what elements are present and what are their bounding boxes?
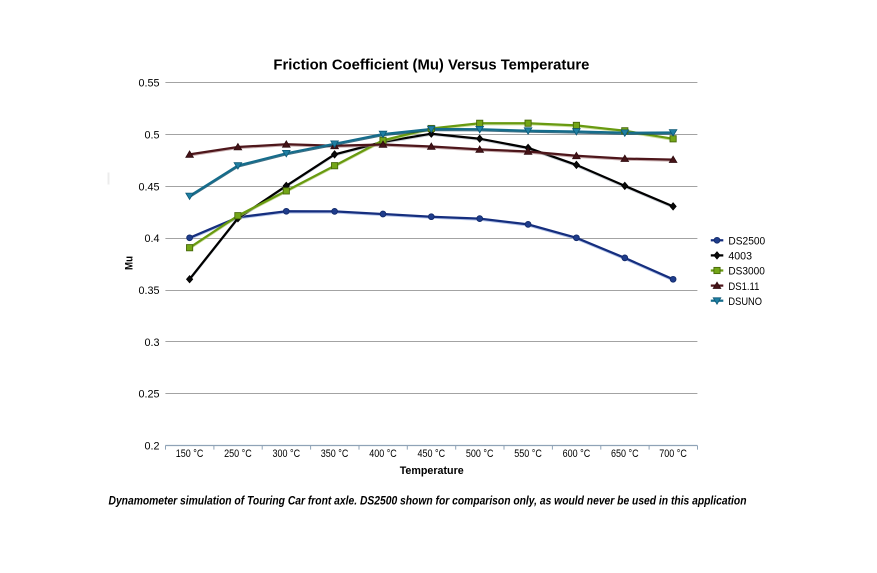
svg-text:0.35: 0.35 — [138, 285, 159, 297]
svg-text:DS3000: DS3000 — [728, 266, 765, 278]
svg-text:0.5: 0.5 — [144, 130, 159, 142]
svg-text:DS2500: DS2500 — [728, 236, 765, 248]
svg-text:600 °C: 600 °C — [563, 448, 591, 460]
svg-text:450 °C: 450 °C — [418, 448, 446, 460]
svg-text:400 °C: 400 °C — [369, 448, 397, 460]
svg-text:0.25: 0.25 — [138, 389, 159, 401]
svg-text:DS1.11: DS1.11 — [728, 281, 759, 293]
svg-text:500 °C: 500 °C — [466, 448, 494, 460]
svg-text:350 °C: 350 °C — [321, 448, 349, 460]
svg-text:4003: 4003 — [728, 251, 752, 263]
svg-text:DSUNO: DSUNO — [728, 296, 762, 308]
svg-text:300 °C: 300 °C — [273, 448, 301, 460]
svg-text:Mu: Mu — [124, 256, 136, 270]
svg-text:550 °C: 550 °C — [514, 448, 542, 460]
svg-text:0.45: 0.45 — [138, 181, 159, 193]
svg-text:250 °C: 250 °C — [224, 448, 252, 460]
svg-text:650 °C: 650 °C — [611, 448, 639, 460]
svg-text:Temperature: Temperature — [400, 465, 464, 477]
svg-text:0.4: 0.4 — [144, 233, 159, 245]
svg-text:0.3: 0.3 — [144, 337, 159, 349]
svg-text:700 °C: 700 °C — [659, 448, 687, 460]
svg-text:0.2: 0.2 — [144, 441, 159, 453]
svg-text:Dynamometer simulation of Tour: Dynamometer simulation of Touring Car fr… — [109, 494, 747, 508]
svg-text:0.55: 0.55 — [138, 78, 159, 90]
svg-text:Friction Coefficient (Mu) Vers: Friction Coefficient (Mu) Versus Tempera… — [273, 57, 589, 73]
svg-text:150 °C: 150 °C — [176, 448, 204, 460]
